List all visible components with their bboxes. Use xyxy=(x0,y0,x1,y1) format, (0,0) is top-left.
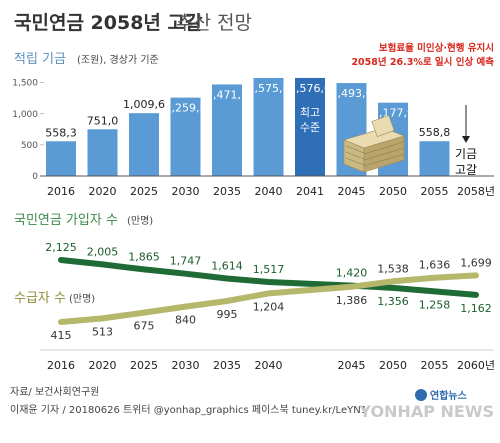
subscriber-point-label: 1,865 xyxy=(128,250,160,263)
recipient-point-label: 513 xyxy=(92,325,113,338)
fund-y-tick: 500 xyxy=(21,141,38,151)
source-text: 자료/ 보건사회연구원 xyxy=(10,386,99,398)
recipient-point-label: 675 xyxy=(134,320,155,333)
fund-bar-highlight xyxy=(295,77,325,176)
line-x-axis: 2016 2020 2025 2030 2035 2040 2045 2050 2055 2060… xyxy=(47,359,495,372)
subscriber-point-label: 1,258 xyxy=(419,298,451,311)
line-x-tick: 2035 xyxy=(213,359,241,372)
fund-bar xyxy=(212,84,242,176)
recipient-point-label: 1,386 xyxy=(336,294,368,307)
recipient-point-label: 1,699 xyxy=(460,256,492,269)
fund-bar xyxy=(87,129,118,176)
subscriber-point-label: 1,420 xyxy=(336,267,368,280)
fund-bar xyxy=(129,113,159,176)
fund-x-tick: 2055 xyxy=(421,185,449,198)
line-x-tick: 2040 xyxy=(255,359,283,372)
fund-y-tick: 0 xyxy=(32,172,38,182)
page-title: 국민연금 2058년 고갈 xyxy=(14,12,203,34)
fund-x-tick: 2041 xyxy=(296,185,324,198)
fund-bar xyxy=(170,97,201,176)
page-title-light: 추산 전망 xyxy=(176,12,252,34)
watermark: YONHAP NEWS xyxy=(358,402,494,421)
subscriber-unit: (만명) xyxy=(127,215,153,227)
fund-bar-label: 558,3 xyxy=(45,126,77,139)
fund-x-tick: 2058년 xyxy=(457,185,495,198)
population-lines: 2,125 2,005 1,865 1,747 1,614 1,517 1,420 1,356… xyxy=(45,241,492,342)
fund-bar-label: 1,259,8 xyxy=(165,102,207,115)
note-line-1: 보험료율 미인상·현행 유지시 xyxy=(379,42,494,54)
subscriber-point-label: 1,614 xyxy=(211,260,243,273)
line-x-tick: 2045 xyxy=(338,359,366,372)
fund-bar xyxy=(419,141,450,176)
fund-bar-label: 1,493,6 xyxy=(331,87,373,100)
subscriber-title: 국민연금 가입자 수 xyxy=(14,213,118,228)
recipient-point-label: 995 xyxy=(217,308,238,321)
highlight-label-2: 수준 xyxy=(300,121,320,134)
depletion-label-2: 고갈 xyxy=(455,163,477,177)
brand-text: 연합뉴스 xyxy=(430,389,467,402)
fund-x-tick: 2035 xyxy=(213,185,241,198)
recipient-title: 수급자 수 xyxy=(14,291,66,306)
line-x-tick: 2020 xyxy=(89,359,117,372)
depletion-label-1: 기금 xyxy=(455,147,477,161)
fund-x-tick: 2016 xyxy=(47,185,75,198)
fund-bar-label: 1,576,0 xyxy=(289,82,331,95)
subscriber-point-label: 1,517 xyxy=(253,263,285,276)
fund-bar xyxy=(46,141,76,176)
fund-bar-label: 1,575,6 xyxy=(248,82,290,95)
note-line-2: 2058년 26.3%로 일시 인상 예측 xyxy=(351,56,494,68)
fund-bar xyxy=(253,77,284,176)
line-x-tick: 2060년 xyxy=(457,359,495,372)
recipient-line xyxy=(58,272,479,325)
fund-x-tick: 2030 xyxy=(172,185,200,198)
line-x-tick: 2030 xyxy=(172,359,200,372)
fund-x-tick: 2040 xyxy=(255,185,283,198)
fund-bar-label: 1,177,9 xyxy=(372,107,414,120)
line-x-tick: 2050 xyxy=(379,359,407,372)
line-x-tick: 2055 xyxy=(421,359,449,372)
fund-x-tick: 2020 xyxy=(89,185,117,198)
fund-chart-title: 적립 기금 xyxy=(14,52,66,67)
credit-text: 이재윤 기자 / 20180626 트위터 @yonhap_graphics 페… xyxy=(10,403,367,416)
subscriber-point-label: 1,356 xyxy=(377,295,409,308)
yonhap-logo-icon xyxy=(415,389,427,401)
fund-x-tick: 2025 xyxy=(130,185,158,198)
fund-x-tick: 2050 xyxy=(379,185,407,198)
fund-chart-unit: (조원), 경상가 기준 xyxy=(77,53,159,66)
subscriber-point-label: 1,162 xyxy=(460,302,492,315)
fund-bar-label: 558,8 xyxy=(419,126,451,139)
fund-x-tick: 2045 xyxy=(338,185,366,198)
recipient-point-label: 1,204 xyxy=(253,300,285,313)
recipient-point-label: 1,538 xyxy=(377,262,409,275)
recipient-point-label: 840 xyxy=(175,314,196,327)
highlight-label-1: 최고 xyxy=(300,106,320,119)
fund-y-axis: 0 500 1,000 1,500 xyxy=(12,79,44,182)
subscriber-point-label: 2,005 xyxy=(87,245,119,258)
subscriber-line xyxy=(58,257,479,298)
depletion-arrow-head xyxy=(462,136,470,143)
subscriber-point-label: 2,125 xyxy=(45,241,77,254)
fund-y-tick: 1,000 xyxy=(12,110,38,120)
recipient-unit: (만명) xyxy=(69,293,95,305)
subscriber-point-label: 1,747 xyxy=(170,255,202,268)
fund-bar-label: 1,471,2 xyxy=(206,88,248,101)
recipient-point-label: 1,636 xyxy=(419,259,451,272)
fund-bar-label: 1,009,6 xyxy=(123,98,165,111)
line-x-tick: 2025 xyxy=(130,359,158,372)
recipient-point-label: 415 xyxy=(51,329,72,342)
fund-y-tick: 1,500 xyxy=(12,79,38,89)
money-stack-icon xyxy=(343,115,405,173)
fund-x-axis: 2016 2020 2025 2030 2035 2040 2041 2045 2050 2055… xyxy=(47,185,495,198)
line-x-tick: 2016 xyxy=(47,359,75,372)
fund-bar-label: 751,0 xyxy=(87,114,119,127)
